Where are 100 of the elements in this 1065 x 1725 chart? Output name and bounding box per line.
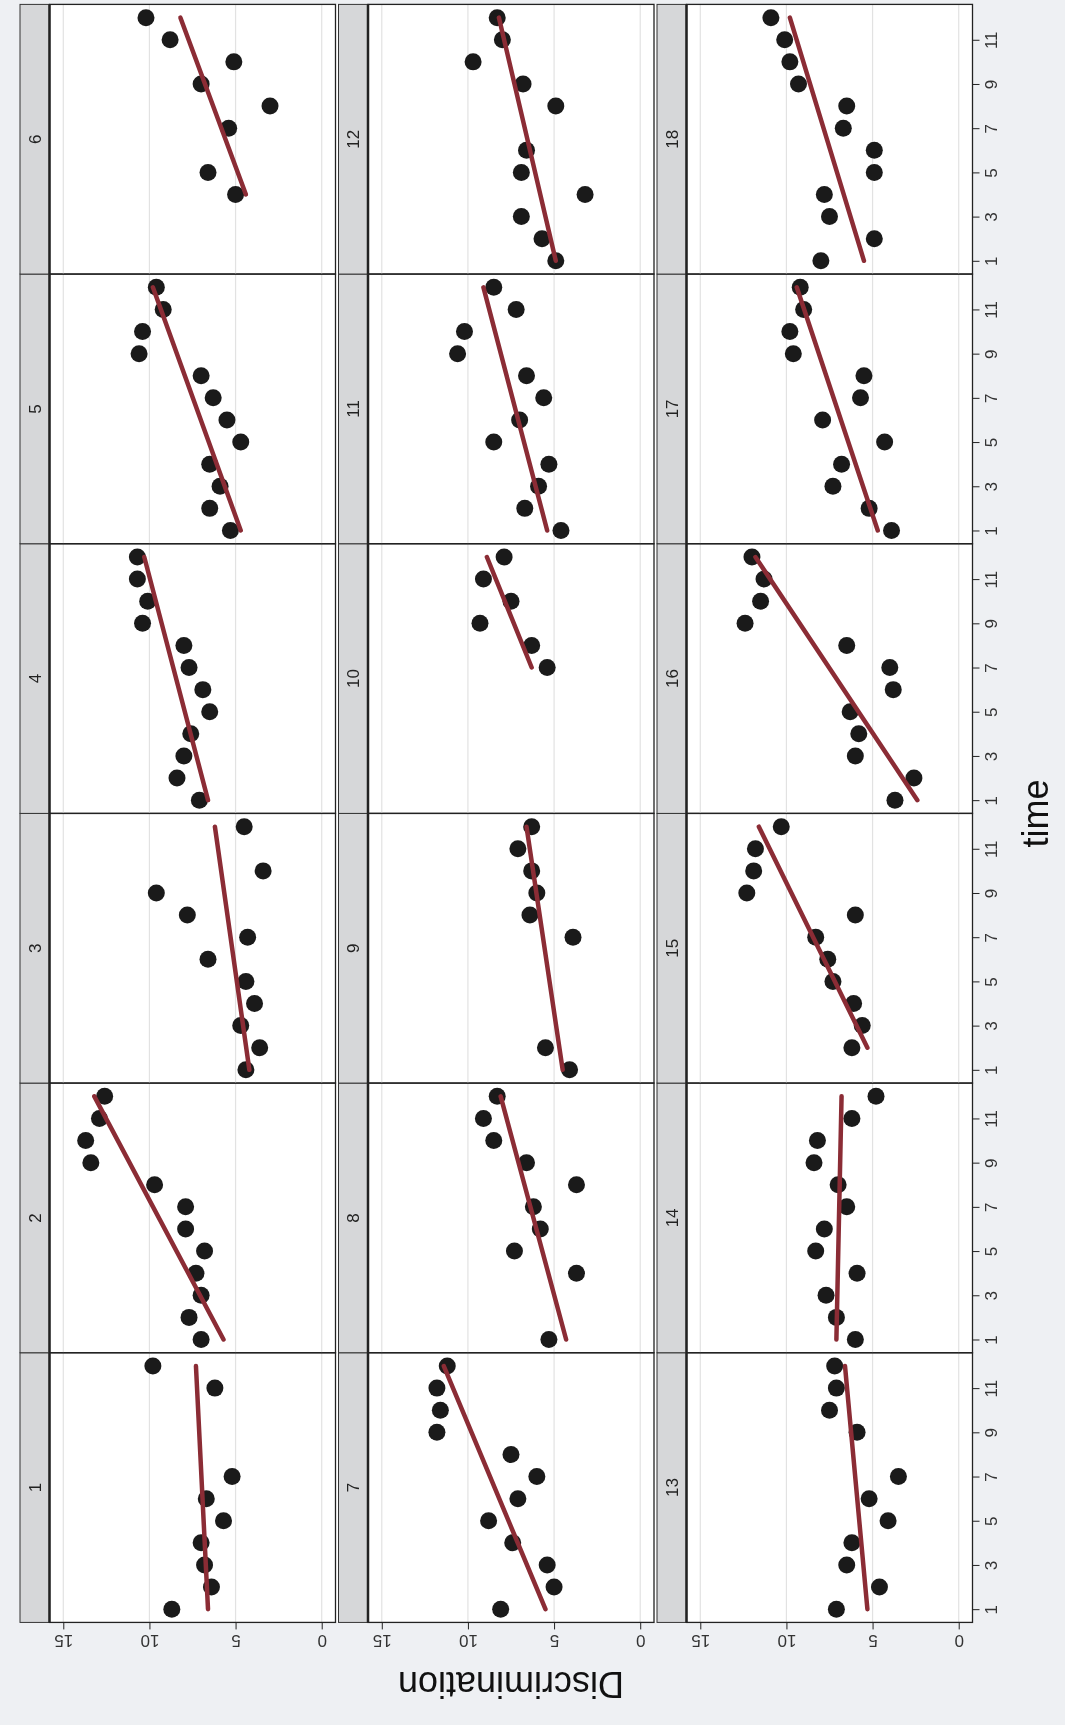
point (146, 1176, 164, 1194)
text: 10 (344, 669, 364, 689)
point (736, 614, 754, 632)
point (535, 389, 553, 407)
point (762, 9, 780, 27)
point (134, 614, 152, 632)
point (201, 499, 219, 517)
point (201, 703, 219, 721)
y-tick-label: 3 (982, 212, 1002, 222)
point (812, 252, 830, 270)
point (254, 862, 272, 880)
y-tick-label: 7 (982, 393, 1002, 404)
y-tick-label: 3 (982, 751, 1002, 762)
y-tick-label: 9 (982, 349, 1002, 359)
y-tick-label: 3 (982, 482, 1002, 492)
point (227, 186, 245, 203)
point (251, 1039, 269, 1057)
point (738, 884, 756, 902)
point (805, 1154, 823, 1172)
point (808, 1132, 826, 1150)
point (471, 614, 489, 632)
point (509, 1490, 527, 1508)
point (865, 163, 883, 181)
point (180, 1308, 198, 1326)
point (843, 1534, 861, 1552)
point (815, 1220, 833, 1238)
text: 9 (344, 943, 364, 953)
point (512, 163, 530, 181)
text: 6 (25, 134, 45, 144)
point (196, 1242, 214, 1260)
point (538, 1556, 556, 1574)
point (428, 1423, 446, 1441)
point (781, 53, 799, 71)
point (523, 636, 541, 654)
point (547, 97, 565, 115)
point (509, 840, 527, 858)
y-tick-label: 3 (982, 1021, 1002, 1031)
y-tick-label: 9 (982, 1158, 1002, 1168)
point (215, 1512, 233, 1530)
point (789, 75, 807, 93)
y-tick-label: 11 (982, 570, 1002, 589)
point (455, 323, 473, 341)
point (745, 862, 763, 880)
point (464, 53, 482, 71)
y-tick-label: 5 (982, 977, 1002, 987)
point (225, 53, 243, 71)
x-tick-label: 0 (317, 1631, 327, 1651)
point (865, 141, 883, 159)
point (246, 995, 264, 1012)
point (889, 1468, 907, 1486)
point (884, 681, 902, 699)
point (505, 1242, 523, 1260)
point (879, 1512, 897, 1530)
point (147, 884, 165, 902)
text: 7 (344, 1482, 364, 1493)
point (826, 1357, 844, 1375)
point (905, 769, 923, 787)
point (194, 681, 212, 699)
point (776, 31, 794, 49)
point (82, 1154, 100, 1172)
point (134, 323, 152, 341)
point (848, 1264, 866, 1282)
point (239, 928, 257, 946)
point (538, 659, 556, 677)
x-tick-label: 0 (954, 1631, 964, 1651)
y-axis-title: time (1015, 779, 1057, 848)
point (177, 1198, 195, 1216)
text: 3 (25, 943, 45, 953)
point (784, 345, 802, 363)
point (867, 1087, 885, 1105)
point (161, 31, 179, 49)
x-tick-label: 5 (868, 1631, 878, 1651)
point (855, 367, 873, 385)
point (827, 1600, 845, 1618)
point (846, 1330, 864, 1348)
point (137, 9, 155, 27)
point (883, 521, 901, 539)
point (821, 1401, 838, 1419)
point (752, 592, 770, 610)
text: 11 (344, 400, 364, 418)
point (781, 323, 799, 341)
point (807, 1242, 825, 1260)
text: 1 (25, 1482, 45, 1493)
x-tick-label: 0 (635, 1631, 646, 1651)
point (495, 548, 513, 566)
y-tick-label: 3 (982, 1560, 1002, 1571)
point (192, 1330, 210, 1348)
point (838, 636, 856, 654)
point (576, 186, 594, 203)
point (821, 208, 838, 226)
point (144, 1357, 162, 1375)
y-tick-label: 1 (982, 1335, 1002, 1345)
y-tick-label: 11 (982, 31, 1002, 50)
point (178, 906, 196, 924)
point (221, 521, 239, 539)
y-tick-label: 5 (982, 437, 1002, 448)
y-tick-label: 11 (982, 301, 1002, 319)
point (843, 1109, 861, 1127)
point (128, 570, 146, 588)
y-tick-label: 7 (982, 932, 1002, 943)
